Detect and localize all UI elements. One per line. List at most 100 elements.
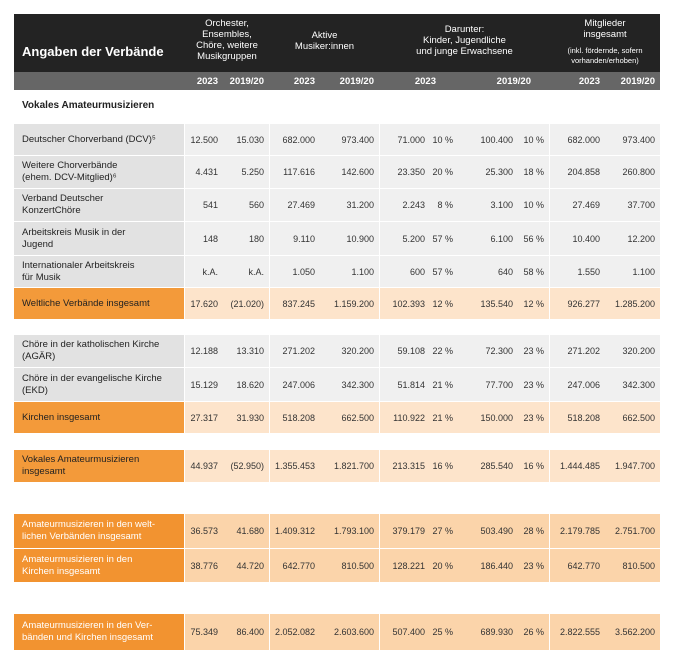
year-header: 2023 bbox=[578, 75, 600, 87]
table-cell: 25.300 bbox=[485, 167, 513, 177]
table-cell: 5.250 bbox=[241, 167, 264, 177]
table-cell: 186.440 bbox=[480, 560, 513, 571]
year-header: 2023 bbox=[196, 75, 218, 87]
table-cell: 18 % bbox=[523, 167, 544, 177]
table-cell: 662.500 bbox=[341, 412, 374, 423]
header-bg bbox=[14, 14, 660, 72]
table-cell: 38.776 bbox=[190, 560, 218, 571]
table-cell: 10.900 bbox=[346, 233, 374, 244]
group-header: Orchester, Ensembles, Chöre, weitere Mus… bbox=[196, 18, 258, 62]
table-cell: 23 % bbox=[523, 412, 544, 423]
table-cell: 21 % bbox=[432, 379, 453, 390]
table-cell: 2.243 bbox=[402, 200, 425, 210]
table-cell: 8 % bbox=[437, 200, 453, 210]
row-bg bbox=[185, 222, 660, 255]
table-cell: 17.620 bbox=[190, 298, 218, 309]
table-cell: 150.000 bbox=[480, 412, 513, 423]
table-cell: 247.006 bbox=[282, 379, 315, 390]
table-cell: 12 % bbox=[523, 298, 544, 309]
table-cell: 507.400 bbox=[392, 627, 425, 637]
table-cell: 518.208 bbox=[567, 412, 600, 423]
table-cell: 23 % bbox=[523, 560, 544, 571]
group-header: Aktive Musiker:innen bbox=[294, 30, 355, 52]
table-cell: 12.200 bbox=[627, 233, 655, 244]
table-cell: 27.469 bbox=[572, 200, 600, 210]
column-divider bbox=[549, 124, 550, 650]
table-cell: 600 bbox=[409, 266, 425, 277]
table-cell: 15.030 bbox=[236, 134, 264, 145]
table-cell: 20 % bbox=[432, 560, 453, 571]
table-cell: 379.179 bbox=[392, 526, 425, 536]
table-cell: 148 bbox=[202, 233, 218, 244]
table-cell: 213.315 bbox=[392, 461, 425, 471]
table-cell: 3.562.200 bbox=[614, 627, 655, 637]
row-label: Weitere Chorverbände (ehem. DCV-Mitglied… bbox=[14, 156, 184, 188]
year-header: 2019/20 bbox=[229, 75, 264, 87]
table-cell: 518.208 bbox=[282, 412, 315, 423]
table-cell: 2.603.600 bbox=[333, 627, 374, 637]
table-cell: 2.822.555 bbox=[559, 627, 600, 637]
table-cell: 57 % bbox=[432, 266, 453, 277]
row-bg bbox=[185, 368, 660, 401]
table-cell: 662.500 bbox=[622, 412, 655, 423]
table-cell: 102.393 bbox=[392, 298, 425, 309]
row-label: Verband Deutscher KonzertChöre bbox=[14, 189, 184, 221]
row-label: Amateurmusizieren in den Kirchen insgesa… bbox=[14, 549, 184, 582]
row-label: Kirchen insgesamt bbox=[14, 402, 184, 433]
table-cell: 2.179.785 bbox=[559, 526, 600, 536]
table-cell: 77.700 bbox=[485, 379, 513, 390]
row-label: Arbeitskreis Musik in der Jugend bbox=[14, 222, 184, 255]
table-cell: 503.490 bbox=[480, 526, 513, 536]
table-cell: 22 % bbox=[432, 346, 453, 356]
group-header: Darunter: Kinder, Jugendliche und junge … bbox=[416, 24, 513, 57]
table-cell: 27.469 bbox=[287, 200, 315, 210]
table-cell: 26 % bbox=[523, 627, 544, 637]
row-label: Amateurmusizieren in den welt- lichen Ve… bbox=[14, 514, 184, 548]
year-header: 2019/20 bbox=[496, 75, 531, 87]
table-cell: 41.680 bbox=[236, 526, 264, 536]
table-cell: 271.202 bbox=[567, 346, 600, 356]
table-cell: 135.540 bbox=[480, 298, 513, 309]
table-cell: 59.108 bbox=[397, 346, 425, 356]
table-cell: 1.355.453 bbox=[274, 461, 315, 471]
row-bg bbox=[185, 450, 660, 482]
table-cell: 1.050 bbox=[292, 266, 315, 277]
table-cell: 15.129 bbox=[190, 379, 218, 390]
section-title: Vokales Amateurmusizieren bbox=[22, 100, 155, 111]
row-label: Weltliche Verbände insgesamt bbox=[14, 288, 184, 319]
table-cell: 342.300 bbox=[622, 379, 655, 390]
table-cell: 1.550 bbox=[577, 266, 600, 277]
table-cell: 117.616 bbox=[283, 167, 315, 177]
table-cell: 1.947.700 bbox=[614, 461, 655, 471]
table-cell: 27 % bbox=[432, 526, 453, 536]
table-cell: 10 % bbox=[523, 134, 544, 145]
table-cell: 100.400 bbox=[480, 134, 513, 145]
row-bg bbox=[185, 335, 660, 367]
row-label: Vokales Amateurmusizieren insgesamt bbox=[14, 450, 184, 482]
table-cell: 1.159.200 bbox=[333, 298, 374, 309]
table-cell: 12 % bbox=[432, 298, 453, 309]
table-cell: 3.100 bbox=[490, 200, 513, 210]
table-cell: 810.500 bbox=[622, 560, 655, 571]
table-cell: 16 % bbox=[432, 461, 453, 471]
table-cell: 837.245 bbox=[282, 298, 315, 309]
table-cell: 1.821.700 bbox=[333, 461, 374, 471]
table-cell: 27.317 bbox=[190, 412, 218, 423]
table-cell: 28 % bbox=[523, 526, 544, 536]
table-cell: 12.188 bbox=[190, 346, 218, 356]
row-label: Chöre in der evangelische Kirche (EKD) bbox=[14, 368, 184, 401]
table-cell: 57 % bbox=[432, 233, 453, 244]
row-bg bbox=[185, 256, 660, 287]
table-cell: 9.110 bbox=[293, 233, 315, 244]
table-cell: 37.700 bbox=[627, 200, 655, 210]
table-cell: 51.814 bbox=[397, 379, 425, 390]
row-bg bbox=[185, 549, 660, 582]
table-cell: 285.540 bbox=[480, 461, 513, 471]
table-cell: 6.100 bbox=[490, 233, 513, 244]
table-cell: 44.720 bbox=[236, 560, 264, 571]
table-cell: 36.573 bbox=[190, 526, 218, 536]
table-cell: 23 % bbox=[523, 346, 544, 356]
column-divider bbox=[269, 124, 270, 650]
row-label: Chöre in der katholischen Kirche (AGÄR) bbox=[14, 335, 184, 367]
